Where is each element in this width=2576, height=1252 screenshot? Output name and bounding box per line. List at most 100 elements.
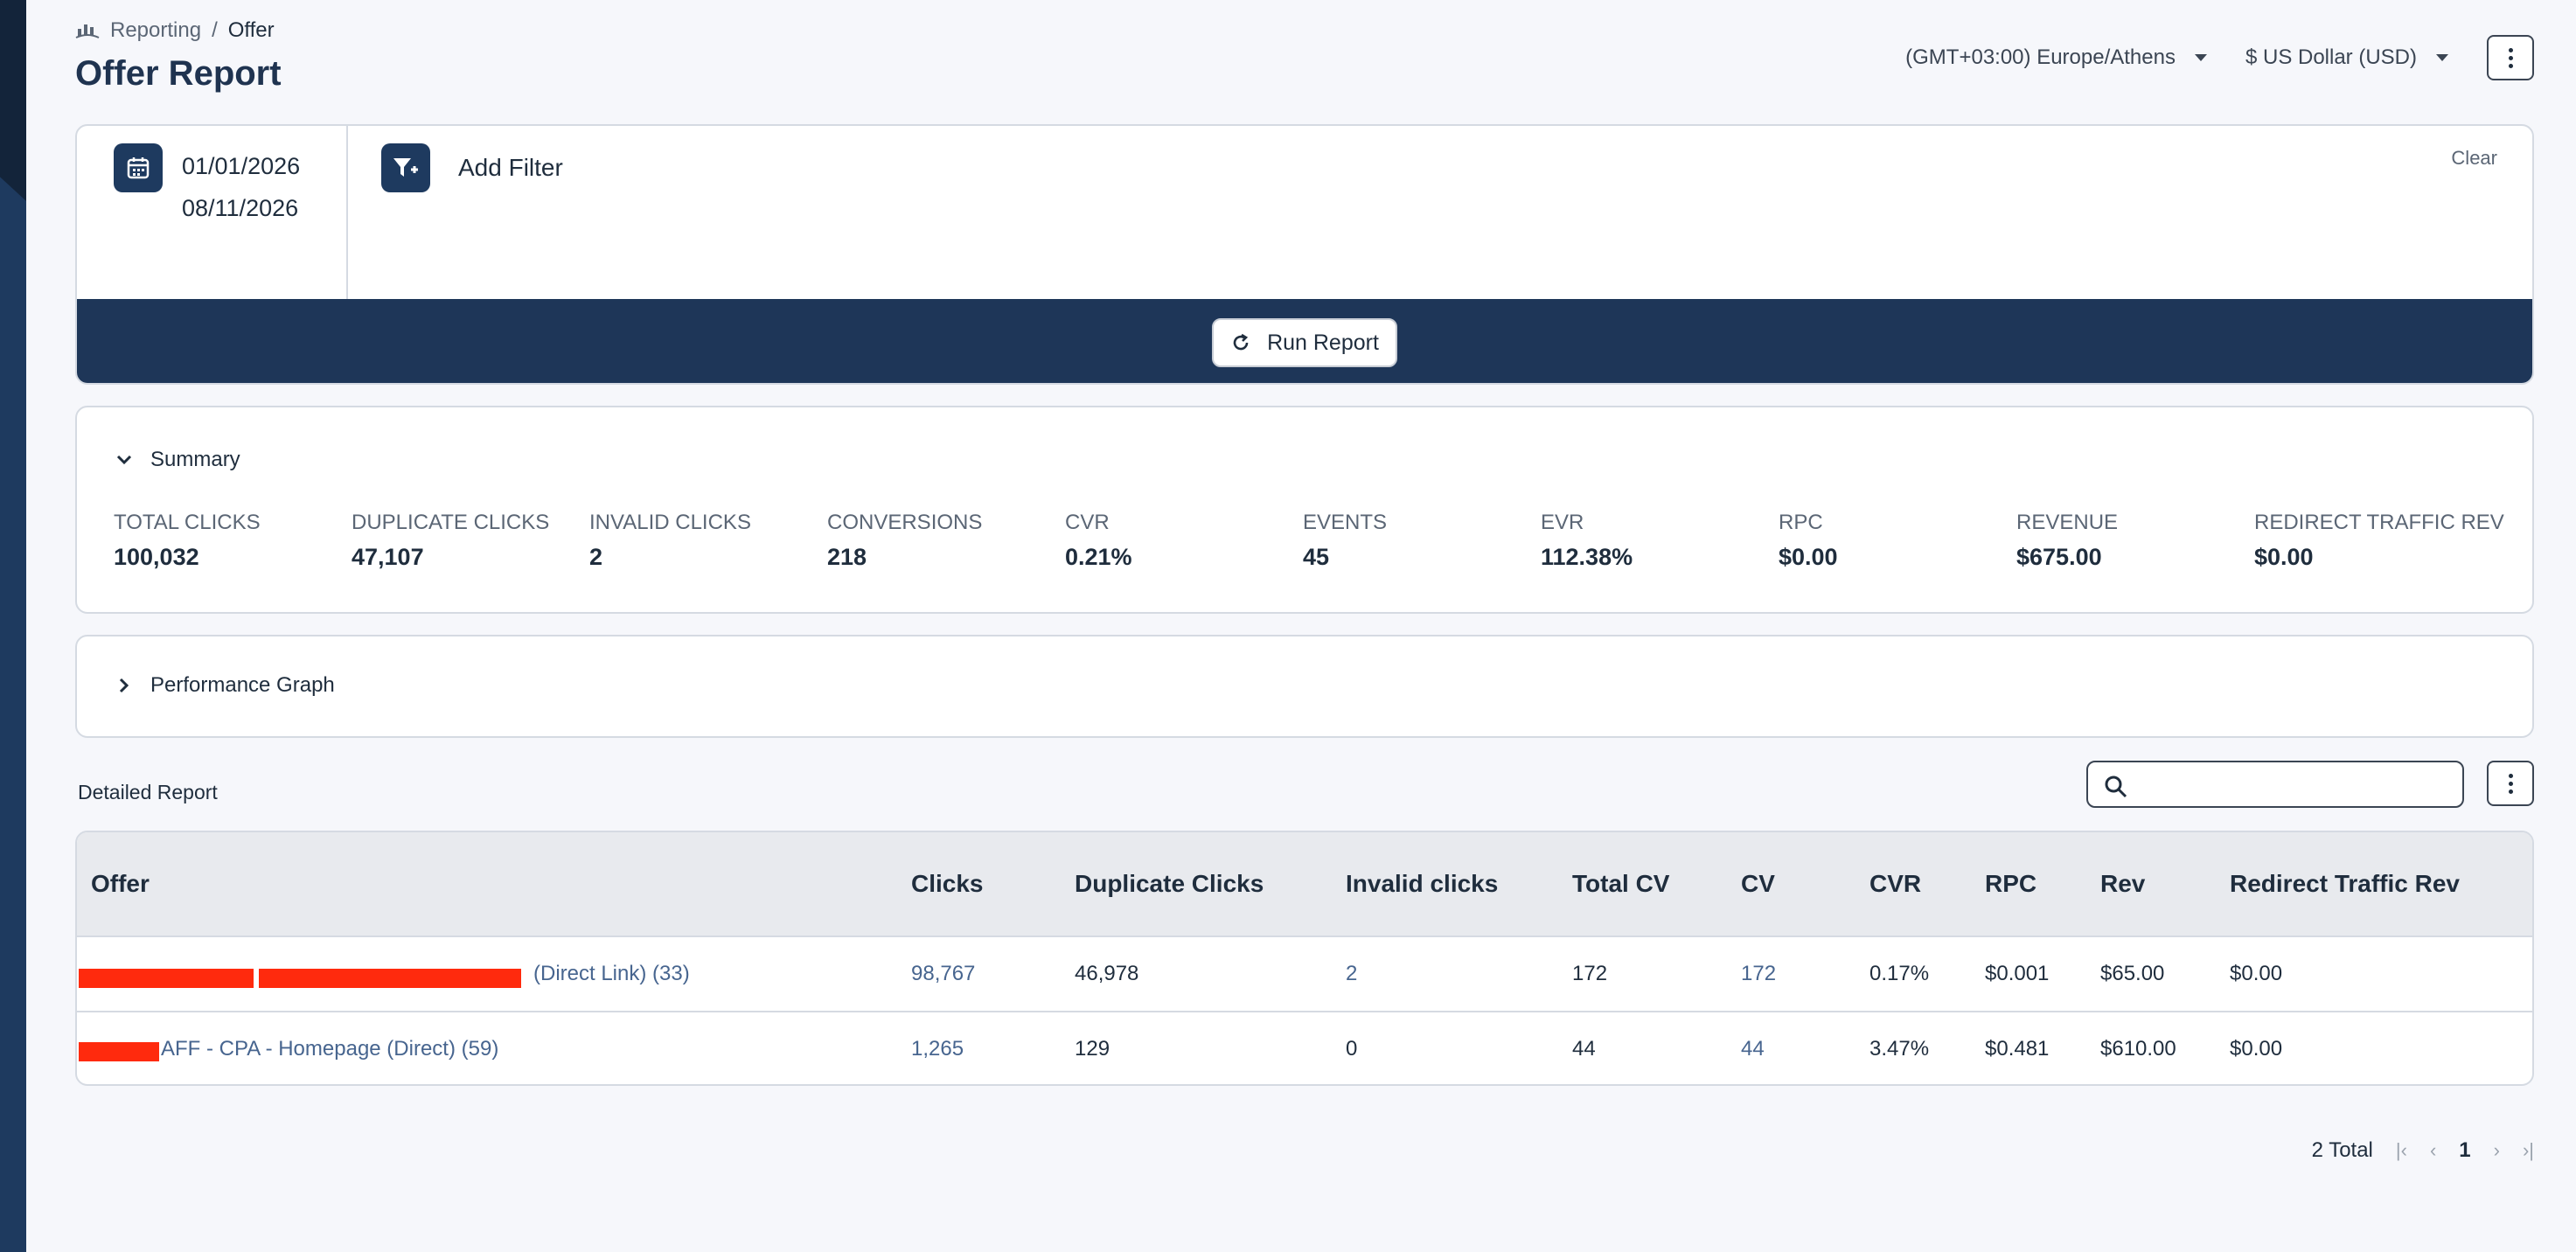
run-report-button[interactable]: Run Report [1212,318,1397,367]
redirect-rev-cell: $0.00 [2230,1037,2283,1061]
metric-value: 218 [827,544,867,570]
metric-events: Events 45 [1303,511,1541,571]
kebab-dot-icon [2508,55,2513,60]
metric-value: 100,032 [114,544,199,570]
redaction-mark [79,1042,159,1061]
clear-filters-button[interactable]: Clear [2451,147,2497,169]
rev-cell: $65.00 [2100,962,2165,985]
column-header[interactable]: Rev [2100,870,2146,897]
report-search [2086,761,2464,808]
cv-link[interactable]: 44 [1741,1037,1765,1061]
breadcrumb: Reporting / Offer [75,17,275,44]
currency-select[interactable]: $ US Dollar (USD) [2245,45,2448,70]
page-options-button[interactable] [2487,35,2534,80]
invalid-clicks-cell: 0 [1346,1037,1358,1061]
timezone-select[interactable]: (GMT+03:00) Europe/Athens [1905,45,2207,70]
total-cv-cell: 44 [1572,1037,1596,1061]
metric-value: $0.00 [1779,544,1838,570]
metric-label: Total Clicks [114,511,261,534]
metric-label: Conversions [827,511,983,534]
page-title: Offer Report [75,54,282,93]
detailed-report-title: Detailed Report [78,781,218,803]
kebab-dot-icon [2508,47,2513,52]
add-filter-icon[interactable] [381,143,430,192]
filter-card: 01/01/2026 08/11/2026 Add Filter Clear R… [75,124,2534,385]
caret-down-icon [2194,54,2207,61]
reporting-icon [75,24,100,38]
table-row: (Direct Link) (33) 98,767 46,978 2 172 1… [77,937,2532,1012]
metric-value: 2 [589,544,603,570]
detailed-report-table: Offer Clicks Duplicate Clicks Invalid cl… [75,831,2534,1086]
metric-evr: EVR 112.38% [1541,511,1779,571]
redaction-mark [259,969,521,988]
next-page-icon[interactable]: › [2493,1139,2500,1161]
rpc-cell: $0.481 [1985,1037,2050,1061]
table-header-row: Offer Clicks Duplicate Clicks Invalid cl… [77,832,2532,937]
metric-label: Invalid Clicks [589,511,751,534]
run-report-label: Run Report [1267,330,1379,355]
date-start: 01/01/2026 [182,153,301,179]
date-range-picker[interactable]: 01/01/2026 08/11/2026 [77,126,348,299]
pagination: 2 Total |‹ ‹ 1 › ›| [2312,1133,2534,1168]
breadcrumb-root[interactable]: Reporting [110,18,202,42]
performance-graph-title: Performance Graph [150,673,335,697]
metric-value: 45 [1303,544,1330,570]
column-header[interactable]: RPC [1985,870,2037,897]
caret-down-icon [2436,54,2448,61]
chevron-down-icon [116,455,132,465]
column-header[interactable]: Offer [91,870,150,897]
current-page[interactable]: 1 [2459,1138,2471,1162]
invalid-clicks-link[interactable]: 2 [1346,962,1358,985]
summary-metrics: Total Clicks 100,032 Duplicate Clicks 47,1… [114,511,2515,571]
metric-label: Events [1303,511,1388,534]
breadcrumb-current: Offer [227,18,275,42]
refresh-icon [1233,333,1249,351]
timezone-value: (GMT+03:00) Europe/Athens [1905,45,2176,69]
clicks-link[interactable]: 1,265 [911,1037,964,1061]
search-icon [2105,776,2127,798]
last-page-icon[interactable]: ›| [2522,1139,2534,1161]
breadcrumb-separator: / [212,18,218,42]
metric-label: Duplicate Clicks [352,511,550,534]
column-header[interactable]: CVR [1869,870,1922,897]
metric-duplicate-clicks: Duplicate Clicks 47,107 [352,511,589,571]
summary-toggle[interactable]: Summary [115,448,240,472]
duplicate-clicks-cell: 46,978 [1075,962,1139,985]
left-rail-accent [0,0,26,201]
column-header[interactable]: Total CV [1572,870,1670,897]
metric-value: 47,107 [352,544,424,570]
table-options-button[interactable] [2487,761,2534,806]
offer-link[interactable]: AFF - CPA - Homepage (Direct) (59) [161,1037,499,1061]
metric-revenue: Revenue $675.00 [2016,511,2254,571]
kebab-dot-icon [2508,773,2513,778]
performance-graph-toggle[interactable]: Performance Graph [115,673,335,698]
column-header[interactable]: Clicks [911,870,984,897]
metric-label: Revenue [2016,511,2119,534]
metric-label: CVR [1065,511,1110,534]
cv-link[interactable]: 172 [1741,962,1777,985]
column-header[interactable]: Duplicate Clicks [1075,870,1264,897]
prev-page-icon[interactable]: ‹ [2429,1139,2437,1161]
total-count: 2 Total [2311,1138,2373,1162]
first-page-icon[interactable]: |‹ [2395,1139,2407,1161]
clicks-link[interactable]: 98,767 [911,962,976,985]
total-cv-cell: 172 [1572,962,1608,985]
metric-label: RPC [1779,511,1823,534]
duplicate-clicks-cell: 129 [1075,1037,1110,1061]
rpc-cell: $0.001 [1985,962,2050,985]
summary-title: Summary [150,448,240,471]
left-rail [0,0,26,1252]
header-controls: (GMT+03:00) Europe/Athens $ US Dollar (U… [1905,35,2534,80]
column-header[interactable]: Invalid clicks [1346,870,1499,897]
metric-invalid-clicks: Invalid Clicks 2 [589,511,827,571]
metric-value: 0.21% [1065,544,1132,570]
performance-graph-card: Performance Graph [75,635,2534,738]
redaction-mark [79,969,254,988]
column-header[interactable]: CV [1741,870,1775,897]
column-header[interactable]: Redirect Traffic Rev [2230,870,2460,897]
add-filter-button[interactable]: Add Filter [458,154,563,181]
search-input[interactable] [2139,769,2457,801]
offer-link[interactable]: (Direct Link) (33) [533,962,690,985]
rev-cell: $610.00 [2100,1037,2176,1061]
redirect-rev-cell: $0.00 [2230,962,2283,985]
